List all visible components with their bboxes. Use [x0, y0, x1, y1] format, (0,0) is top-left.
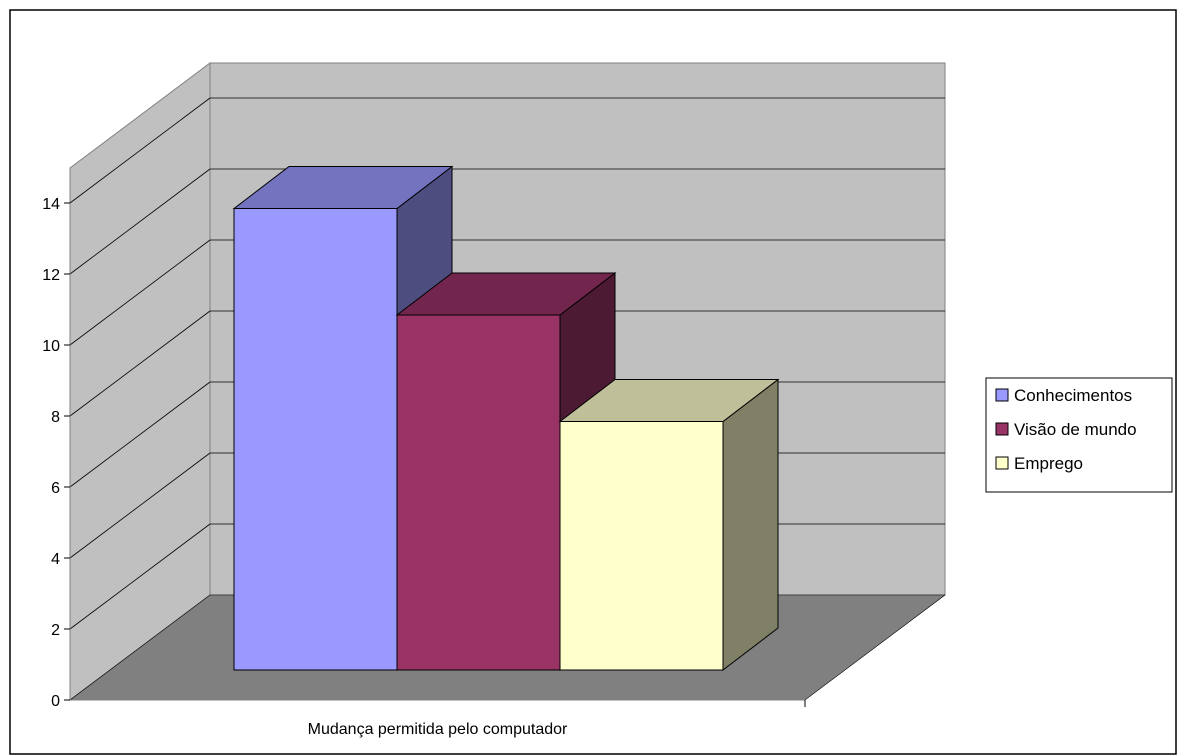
- legend-label: Visão de mundo: [1014, 420, 1137, 439]
- y-tick-label: 6: [51, 480, 60, 497]
- bar-front: [559, 421, 724, 671]
- y-tick-label: 10: [42, 338, 60, 355]
- legend-label: Emprego: [1014, 454, 1083, 473]
- gridline-side: [69, 310, 211, 417]
- legend-swatch: [995, 388, 1009, 402]
- gridline-side: [69, 239, 211, 346]
- y-tick-label: 4: [51, 551, 60, 568]
- y-tick-label: 8: [51, 409, 60, 426]
- chart-title-clip: [14, 14, 1172, 29]
- bar-front: [396, 314, 561, 671]
- x-category-label: Mudança permitida pelo computador: [308, 721, 568, 738]
- legend-label: Conhecimentos: [1014, 386, 1132, 405]
- bars: [232, 165, 780, 672]
- bar-side: [722, 378, 779, 672]
- legend-swatch: [995, 422, 1009, 436]
- gridline-side: [69, 452, 211, 559]
- legend-swatch: [995, 456, 1009, 470]
- axes: 0 2 4 6 8 10 12 14 Mudança permitida pelo comput…: [42, 196, 806, 738]
- gridline-side: [69, 168, 211, 275]
- gridline-side: [69, 523, 211, 630]
- side-wall: [69, 62, 211, 701]
- bar-front: [233, 208, 398, 671]
- bar-emprego: [558, 378, 780, 672]
- y-tick-label: 14: [42, 196, 60, 213]
- y-tick-label: 12: [42, 267, 60, 284]
- gridline-side: [69, 97, 211, 204]
- legend-box: [985, 377, 1173, 493]
- legend: Conhecimentos Visão de mundo Emprego: [985, 377, 1173, 493]
- y-tick-label: 0: [51, 693, 60, 710]
- y-tick-label: 2: [51, 622, 60, 639]
- gridline-side: [69, 381, 211, 488]
